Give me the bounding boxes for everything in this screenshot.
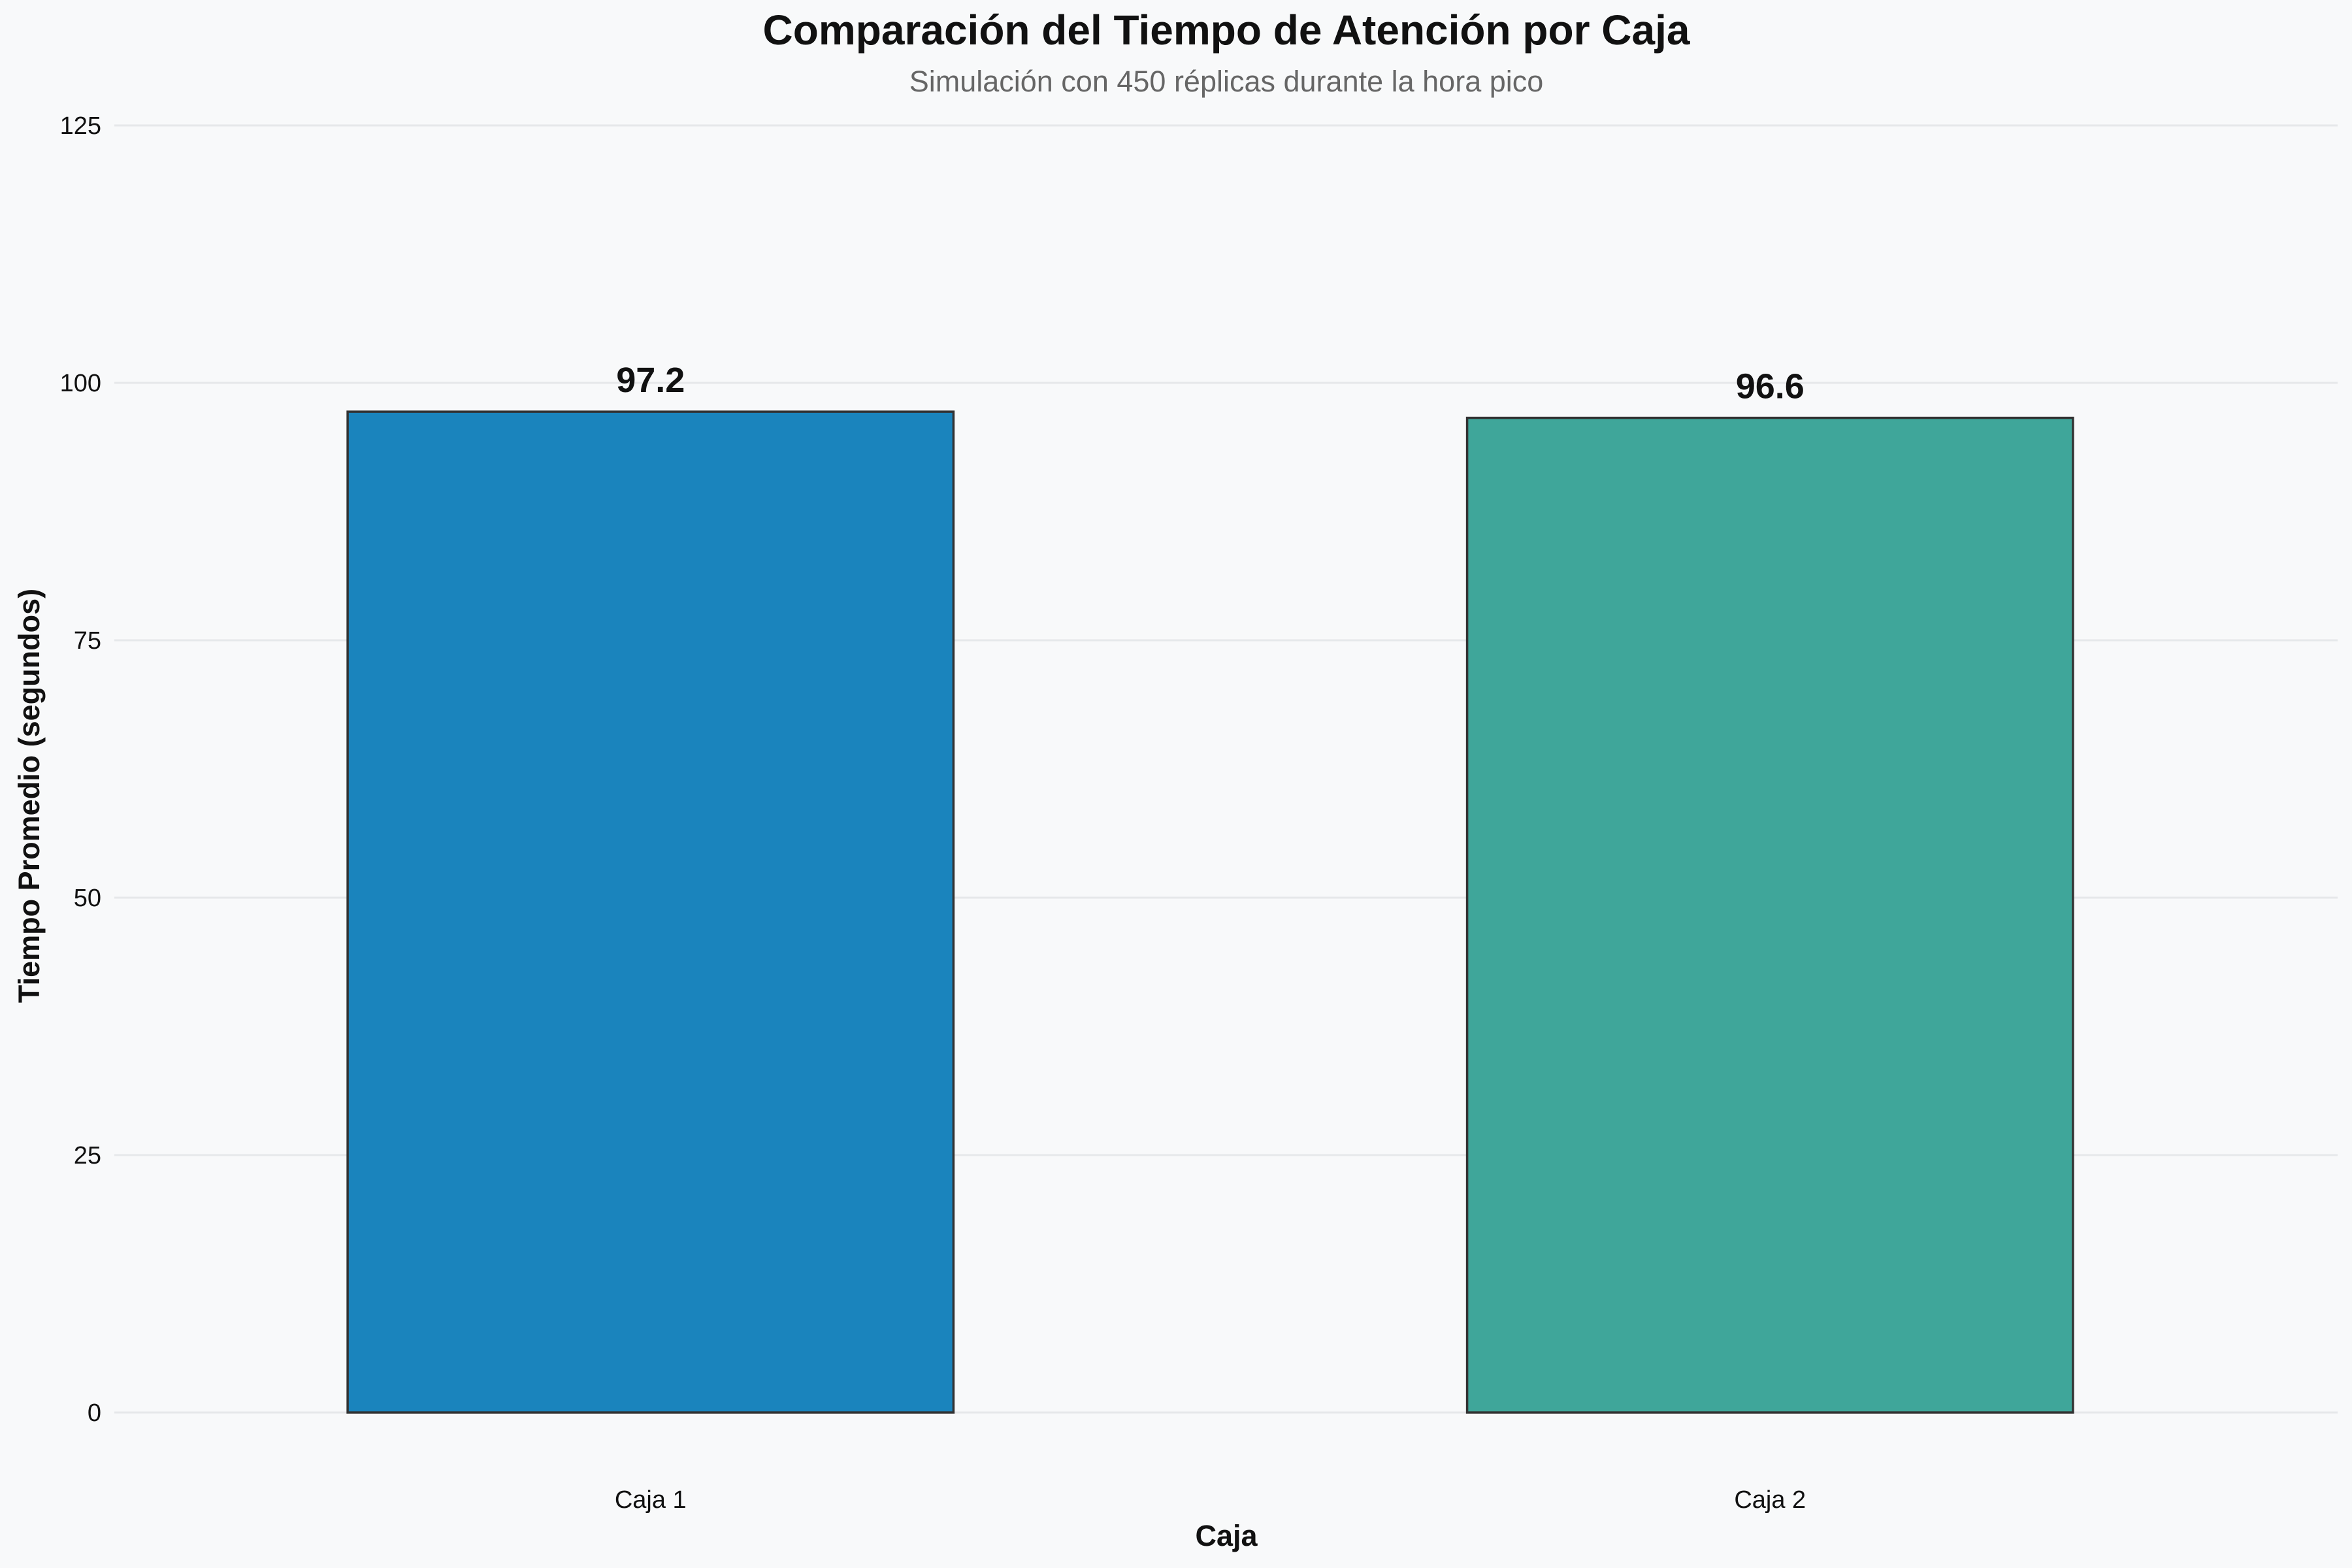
bar-value-label: 96.6 xyxy=(1736,367,1805,406)
chart-title: Comparación del Tiempo de Atención por C… xyxy=(763,7,1690,54)
bar-2 xyxy=(1465,416,2074,1414)
bar-layer xyxy=(346,410,2074,1414)
chart-subtitle: Simulación con 450 réplicas durante la h… xyxy=(909,65,1544,98)
x-axis-ticks: Caja 1 Caja 2 xyxy=(615,1486,1806,1514)
y-axis-label: Tiempo Promedio (segundos) xyxy=(12,589,46,1003)
y-tick-label: 50 xyxy=(74,885,101,912)
x-tick-label: Caja 2 xyxy=(1734,1486,1806,1514)
label-layer: 97.2 96.6 xyxy=(616,361,1805,406)
x-tick-label: Caja 1 xyxy=(615,1486,687,1514)
y-tick-label: 100 xyxy=(60,370,101,397)
x-axis-label: Caja xyxy=(1195,1519,1258,1552)
y-tick-label: 125 xyxy=(60,112,101,140)
y-tick-label: 0 xyxy=(88,1399,101,1427)
y-tick-label: 75 xyxy=(74,627,101,655)
y-tick-label: 25 xyxy=(74,1142,101,1169)
bar-1 xyxy=(346,410,955,1414)
y-axis-ticks: 0 25 50 75 100 125 xyxy=(60,112,101,1427)
bar-value-label: 97.2 xyxy=(616,361,685,400)
